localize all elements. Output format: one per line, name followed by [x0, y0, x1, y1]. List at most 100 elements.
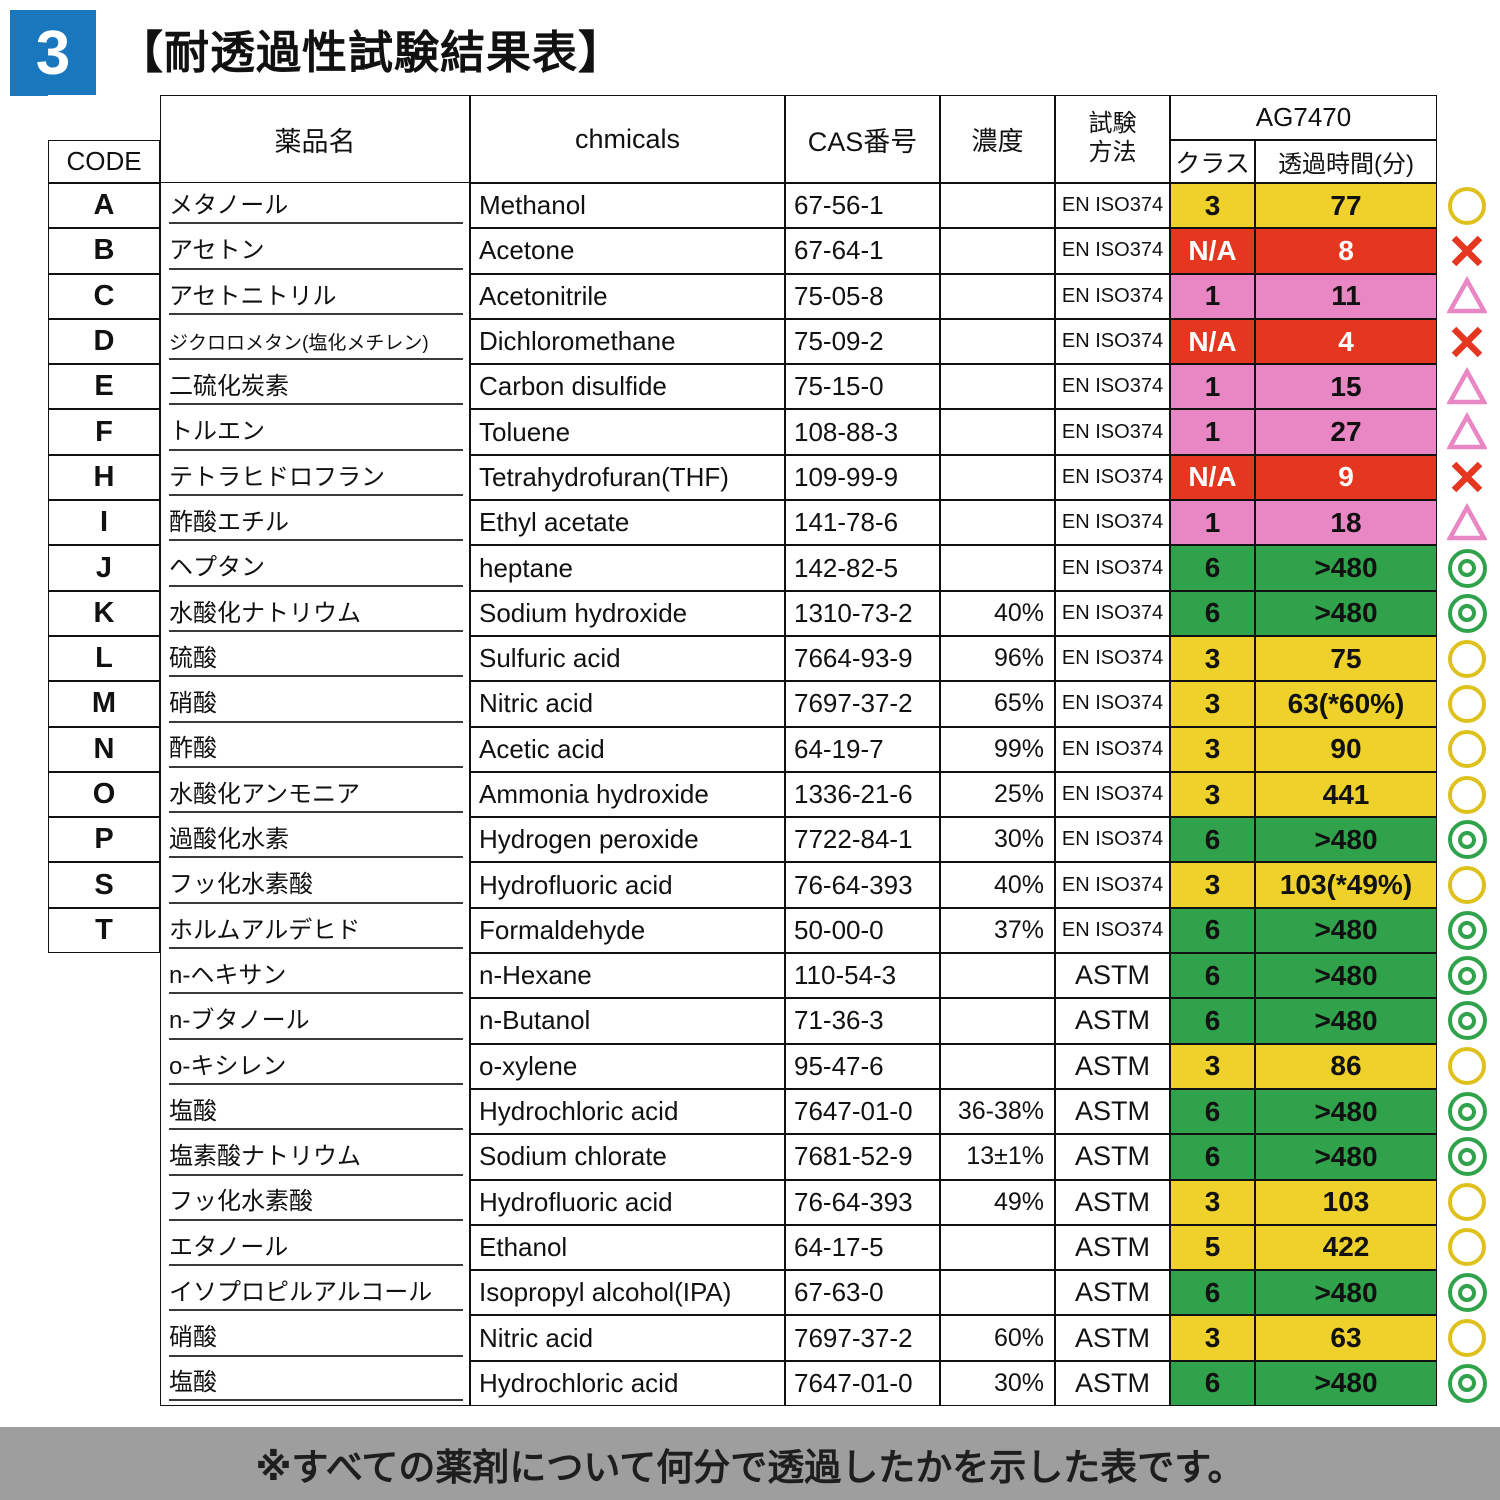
time-value: >480 [1255, 1270, 1437, 1316]
result-mark [1437, 590, 1497, 636]
chemical-name-en: heptane [470, 545, 785, 591]
result-mark [1437, 1224, 1497, 1271]
chemical-name-en: Carbon disulfide [470, 364, 785, 410]
chemical-name-ja-text: 二硫化炭素 [169, 373, 463, 406]
time-value: 4 [1255, 318, 1437, 365]
time-value: 422 [1255, 1224, 1437, 1271]
result-double-circle-inner [1458, 966, 1476, 985]
concentration [940, 1043, 1055, 1089]
concentration: 49% [940, 1179, 1055, 1225]
chemical-name-ja-text: 水酸化ナトリウム [169, 600, 463, 632]
result-mark [1437, 500, 1497, 546]
permeation-results-table: CODE 薬品名 chmicals CAS番号 濃度 試験 方法 AG7470 … [48, 95, 1497, 1407]
chemical-name-ja: トルエン [160, 409, 470, 455]
result-mark [1437, 953, 1497, 999]
test-method: ASTM [1055, 1043, 1170, 1089]
concentration: 30% [940, 817, 1055, 863]
class-value: N/A [1170, 228, 1255, 274]
code-cell: C [48, 273, 160, 319]
chemical-name-en: Tetrahydrofuran(THF) [470, 454, 785, 501]
cas-number: 76-64-393 [785, 862, 940, 908]
time-value: 441 [1255, 771, 1437, 818]
chemical-name-ja-text: 水酸化アンモニア [169, 781, 463, 814]
test-method: EN ISO374 [1055, 681, 1170, 727]
class-value: N/A [1170, 318, 1255, 365]
step-number-badge: 3 [10, 10, 96, 96]
cas-number: 1336-21-6 [785, 771, 940, 818]
cas-number: 75-05-8 [785, 273, 940, 319]
chemical-name-ja-text: 塩酸 [169, 1369, 463, 1402]
test-method: EN ISO374 [1055, 500, 1170, 546]
class-value: 6 [1170, 1270, 1255, 1316]
result-mark [1437, 409, 1497, 455]
code-cell [48, 1270, 160, 1316]
chemical-name-ja: o-キシレン [160, 1043, 470, 1089]
concentration: 36-38% [940, 1088, 1055, 1135]
result-double-circle-icon [1447, 1363, 1487, 1403]
result-double-circle-icon [1447, 548, 1487, 588]
chemical-name-ja-text: n-ヘキサン [169, 962, 463, 995]
test-method: EN ISO374 [1055, 273, 1170, 319]
chemical-name-en: Toluene [470, 409, 785, 455]
chemical-name-ja-text: 硝酸 [169, 1324, 463, 1357]
code-cell: B [48, 228, 160, 274]
cas-number: 110-54-3 [785, 953, 940, 999]
time-value: 63(*60%) [1255, 681, 1437, 727]
chemical-name-ja-text: ジクロロメタン(塩化メチレン) [169, 333, 463, 361]
time-value: 18 [1255, 500, 1437, 546]
cas-number: 75-09-2 [785, 318, 940, 365]
code-cell [48, 1088, 160, 1135]
time-value: 75 [1255, 635, 1437, 682]
chemical-name-ja: n-ブタノール [160, 998, 470, 1044]
concentration: 65% [940, 681, 1055, 727]
test-method: EN ISO374 [1055, 862, 1170, 908]
code-cell: D [48, 318, 160, 365]
code-cell: K [48, 590, 160, 636]
code-cell [48, 1179, 160, 1225]
test-method: EN ISO374 [1055, 364, 1170, 410]
cas-number: 108-88-3 [785, 409, 940, 455]
chemical-name-ja-text: 塩酸 [169, 1098, 463, 1131]
chemical-name-ja-text: 塩素酸ナトリウム [169, 1143, 463, 1176]
chemical-name-ja: ジクロロメタン(塩化メチレン) [160, 318, 470, 365]
code-cell: S [48, 862, 160, 908]
time-value: >480 [1255, 590, 1437, 636]
code-cell: L [48, 635, 160, 682]
test-method: EN ISO374 [1055, 409, 1170, 455]
code-cell [48, 1224, 160, 1271]
cas-number: 67-56-1 [785, 183, 940, 229]
code-cell: M [48, 681, 160, 727]
class-value: 1 [1170, 500, 1255, 546]
cas-number: 71-36-3 [785, 998, 940, 1044]
chemical-name-en: o-xylene [470, 1043, 785, 1089]
chemical-name-en: Ethanol [470, 1224, 785, 1271]
chemical-name-ja: ホルムアルデヒド [160, 907, 470, 954]
chemical-name-ja: 硫酸 [160, 635, 470, 682]
chemical-name-en: Sodium chlorate [470, 1134, 785, 1180]
result-x-icon [1451, 235, 1483, 267]
class-value: 6 [1170, 817, 1255, 863]
class-value: 1 [1170, 273, 1255, 319]
chemical-name-ja: フッ化水素酸 [160, 862, 470, 908]
chemical-name-en: Acetonitrile [470, 273, 785, 319]
concentration: 99% [940, 726, 1055, 772]
chemical-name-ja: 酢酸 [160, 726, 470, 772]
time-value: 103(*49%) [1255, 862, 1437, 908]
concentration [940, 364, 1055, 410]
time-value: >480 [1255, 998, 1437, 1044]
chemical-name-en: Sodium hydroxide [470, 590, 785, 636]
time-value: 103 [1255, 1179, 1437, 1225]
code-cell: E [48, 364, 160, 410]
chemical-name-ja: 硝酸 [160, 681, 470, 727]
result-triangle-icon [1447, 276, 1487, 314]
result-mark [1437, 1315, 1497, 1361]
chemical-name-ja-text: テトラヒドロフラン [169, 464, 463, 497]
result-mark [1437, 817, 1497, 863]
result-mark [1437, 1134, 1497, 1180]
chemical-name-ja-text: イソプロピルアルコール [169, 1279, 463, 1312]
chemical-name-ja: 過酸化水素 [160, 817, 470, 863]
header-chemical-name-ja: 薬品名 [160, 95, 470, 183]
test-method: EN ISO374 [1055, 454, 1170, 501]
result-circle-icon [1448, 1183, 1486, 1222]
result-double-circle-icon [1447, 910, 1487, 950]
